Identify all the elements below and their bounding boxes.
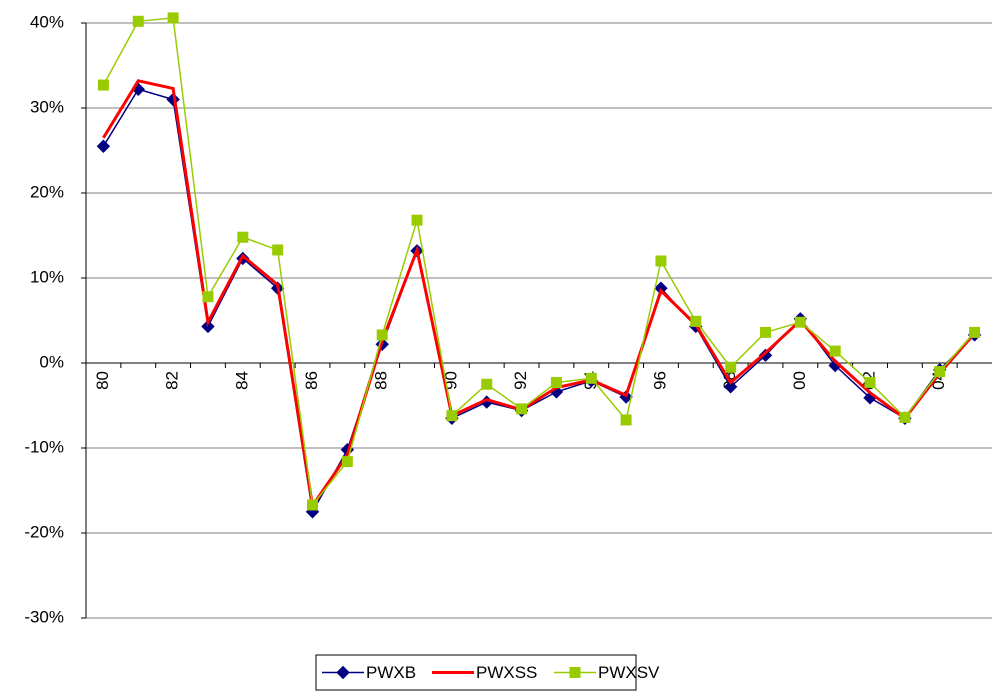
diamond-marker <box>336 665 350 680</box>
x-tick-label: 00 <box>790 371 809 390</box>
square-marker <box>934 366 946 377</box>
square-marker <box>690 315 702 327</box>
x-tick-label: 82 <box>163 371 182 390</box>
square-marker <box>411 214 423 226</box>
x-tick-label: 84 <box>232 371 251 390</box>
y-tick-label: 30% <box>30 97 64 116</box>
x-tick-label: 88 <box>372 371 391 390</box>
square-marker <box>655 255 667 267</box>
diamond-marker <box>201 319 215 334</box>
y-tick-label: 0% <box>39 352 64 371</box>
square-marker <box>569 667 581 678</box>
x-tick-label: 86 <box>302 371 321 390</box>
y-tick-label: 40% <box>30 12 64 31</box>
legend-label: PWXSS <box>476 663 537 682</box>
square-marker <box>725 361 737 373</box>
legend-label: PWXB <box>366 663 416 682</box>
y-tick-label: 20% <box>30 182 64 201</box>
square-marker <box>272 244 284 256</box>
diamond-marker <box>723 380 738 394</box>
square-marker <box>237 231 249 243</box>
square-marker <box>446 410 458 422</box>
square-marker <box>585 372 597 384</box>
series-line <box>102 79 976 510</box>
y-tick-label: 10% <box>30 267 64 286</box>
square-marker <box>829 345 841 357</box>
square-marker <box>307 499 318 511</box>
square-marker <box>864 377 876 389</box>
square-marker <box>481 378 493 390</box>
y-tick-label: -10% <box>24 437 64 456</box>
square-marker <box>376 329 388 341</box>
x-tick-label: 80 <box>93 371 112 390</box>
square-marker <box>516 403 528 415</box>
square-marker <box>760 326 771 338</box>
y-tick-label: -20% <box>24 522 64 541</box>
square-marker <box>620 414 632 426</box>
diamond-marker <box>758 348 773 363</box>
square-marker <box>202 291 214 303</box>
series-line <box>102 88 976 515</box>
square-marker <box>794 316 806 328</box>
square-marker <box>132 15 144 27</box>
diamond-marker <box>96 139 111 153</box>
legend-label: PWXSV <box>598 663 660 682</box>
square-marker <box>899 411 911 423</box>
square-marker <box>97 79 109 91</box>
square-marker <box>969 326 981 338</box>
y-tick-label: -30% <box>24 607 64 626</box>
square-marker <box>341 456 353 468</box>
square-marker <box>550 377 562 389</box>
series-line <box>102 17 976 507</box>
x-tick-label: 96 <box>650 371 669 390</box>
x-tick-label: 92 <box>511 371 530 390</box>
square-marker <box>167 12 179 24</box>
